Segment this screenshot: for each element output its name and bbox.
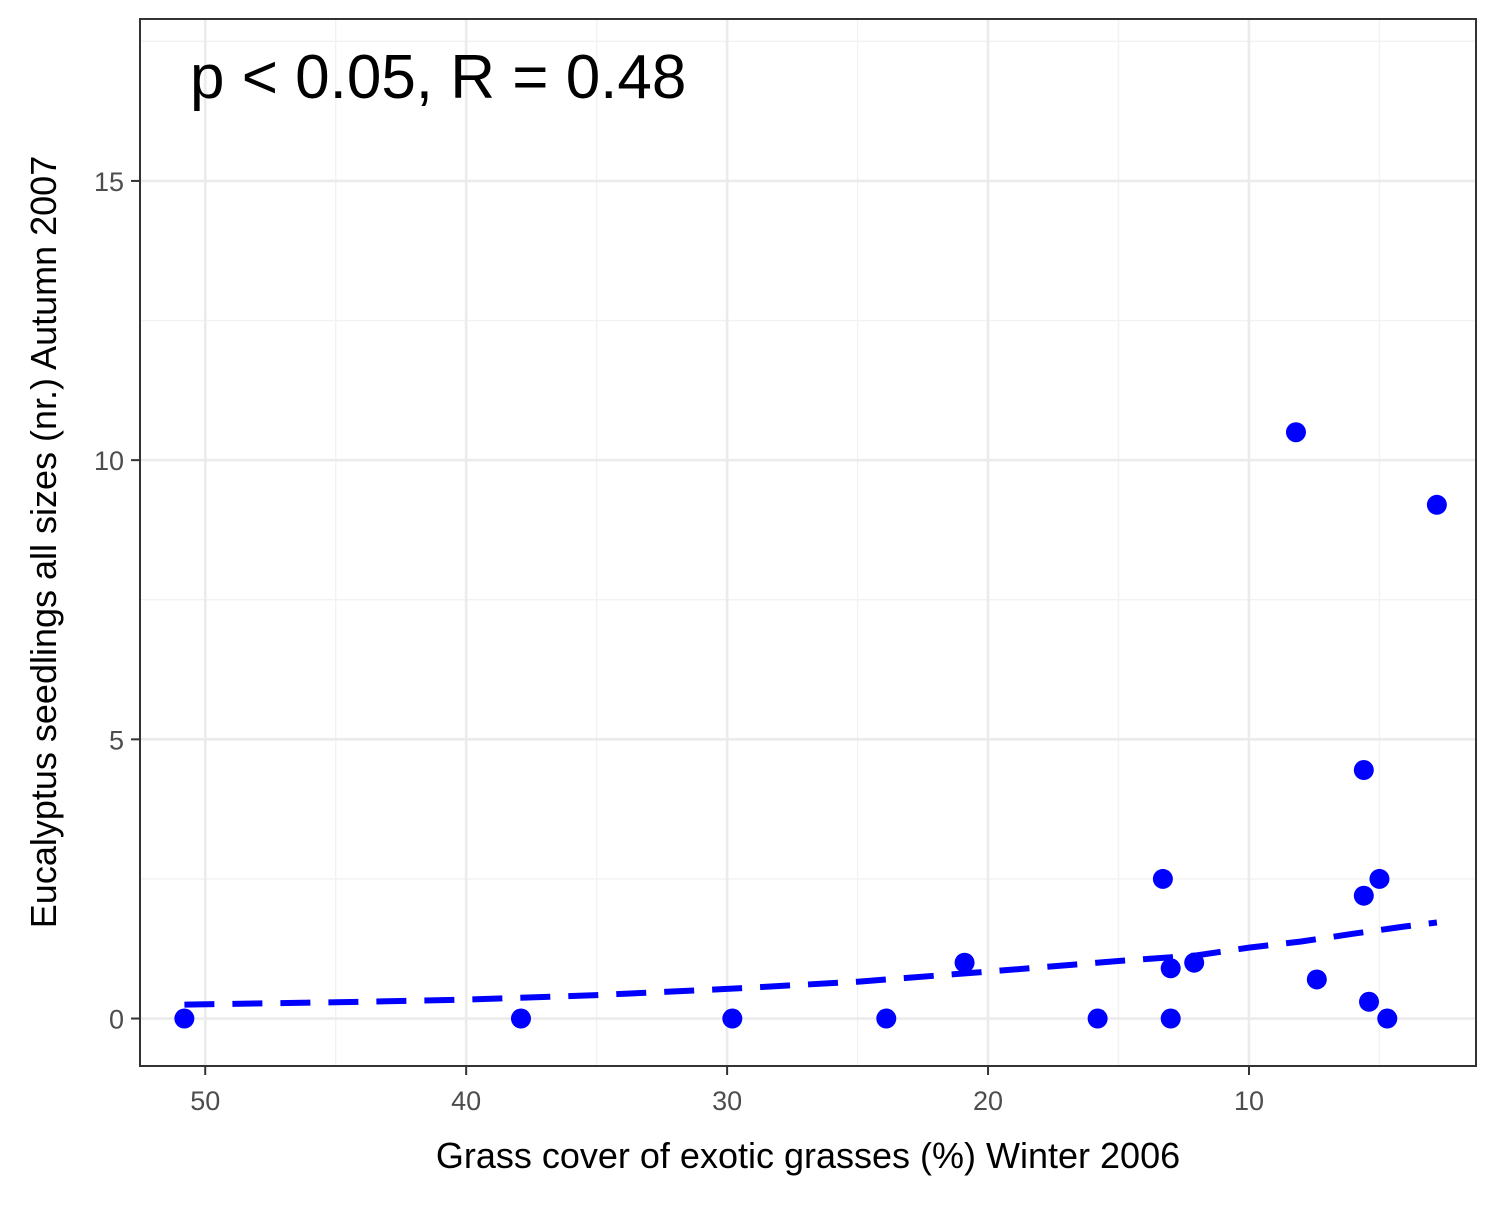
data-point <box>174 1008 195 1029</box>
x-tick-label: 40 <box>451 1086 481 1116</box>
data-point <box>1359 991 1380 1012</box>
data-point <box>1369 868 1390 889</box>
data-point <box>1426 494 1447 515</box>
data-point <box>1184 952 1205 973</box>
grid <box>140 19 1476 1066</box>
data-point <box>1353 885 1374 906</box>
fit-line-layer <box>184 919 1438 1008</box>
y-axis-title: Eucalyptus seedlings all sizes (nr.) Aut… <box>23 156 64 928</box>
axis-ticks: 50 40 30 20 10 0 5 10 15 <box>94 167 1264 1116</box>
y-tick-label: 0 <box>109 1005 124 1035</box>
data-point <box>876 1008 897 1029</box>
x-axis-title: Grass cover of exotic grasses (%) Winter… <box>436 1135 1180 1176</box>
data-point <box>1160 958 1181 979</box>
data-point <box>1087 1008 1108 1029</box>
data-point <box>722 1008 743 1029</box>
panel-border <box>139 18 1477 1067</box>
data-point <box>1377 1008 1398 1029</box>
points-layer <box>174 422 1447 1029</box>
y-tick-label: 15 <box>94 167 124 197</box>
data-point <box>1160 1008 1181 1029</box>
y-tick-label: 5 <box>109 725 124 755</box>
x-tick-label: 30 <box>712 1086 742 1116</box>
data-point <box>954 952 975 973</box>
data-point <box>1306 969 1327 990</box>
data-point <box>1285 422 1306 443</box>
data-point <box>1353 760 1374 781</box>
x-tick-label: 20 <box>973 1086 1003 1116</box>
fit-line <box>184 919 1438 1008</box>
data-point <box>510 1008 531 1029</box>
x-tick-label: 50 <box>190 1086 220 1116</box>
y-tick-label: 10 <box>94 446 124 476</box>
data-point <box>1152 868 1173 889</box>
x-tick-label: 10 <box>1234 1086 1264 1116</box>
annotation-label: p < 0.05, R = 0.48 <box>190 43 686 112</box>
